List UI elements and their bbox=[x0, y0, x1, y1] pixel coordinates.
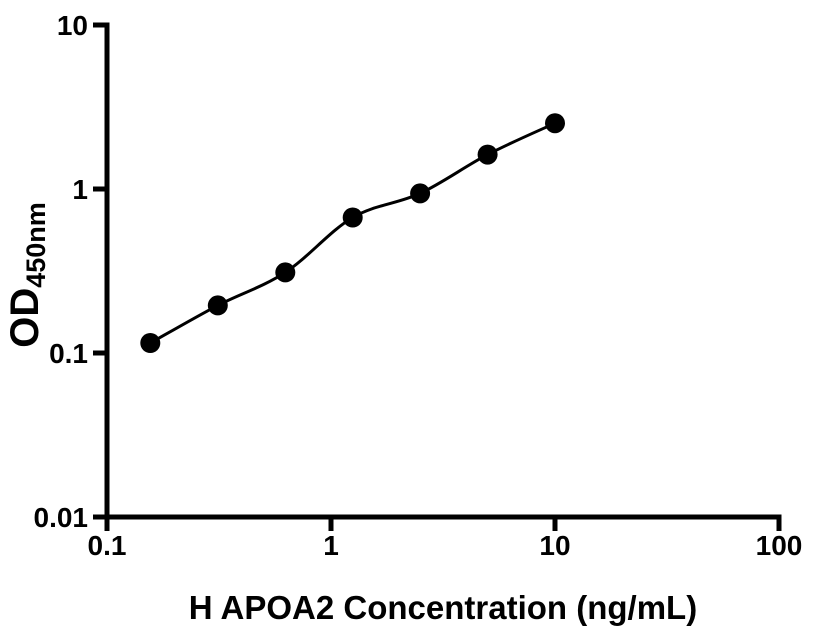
data-point-marker bbox=[275, 262, 296, 283]
data-point-marker bbox=[207, 295, 228, 316]
y-axis-title: OD450nm bbox=[3, 202, 51, 348]
data-point-marker bbox=[342, 207, 363, 228]
x-tick-label: 10 bbox=[539, 530, 570, 561]
x-axis-title: H APOA2 Concentration (ng/mL) bbox=[189, 589, 697, 626]
y-axis-title-main: OD bbox=[3, 288, 47, 348]
y-tick-label: 10 bbox=[57, 10, 88, 41]
x-tick-label: 100 bbox=[756, 530, 803, 561]
data-point-marker bbox=[545, 113, 565, 134]
y-tick-label: 0.1 bbox=[49, 338, 88, 369]
x-tick-label: 1 bbox=[323, 530, 339, 561]
y-axis-title-sub: 450nm bbox=[21, 202, 51, 288]
data-point-marker bbox=[477, 144, 498, 165]
y-tick-label: 1 bbox=[72, 174, 88, 205]
x-tick-label: 0.1 bbox=[88, 530, 127, 561]
y-tick-label: 0.01 bbox=[34, 502, 89, 533]
data-point-marker bbox=[410, 183, 431, 204]
data-point-marker bbox=[140, 333, 161, 353]
